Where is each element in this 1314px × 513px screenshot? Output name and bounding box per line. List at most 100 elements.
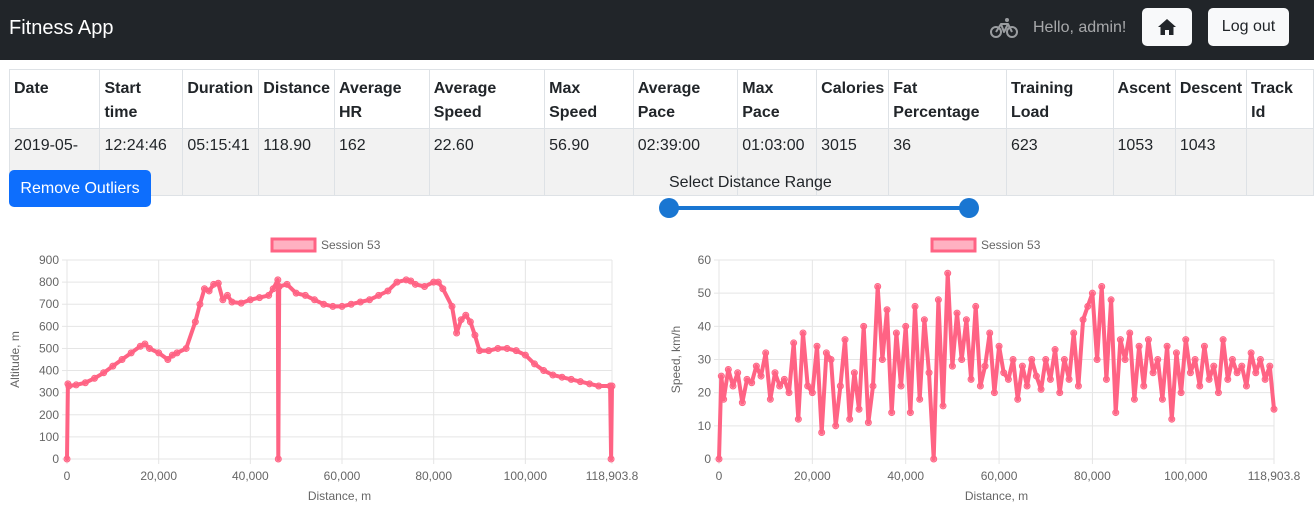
data-point — [1051, 346, 1059, 354]
x-tick-label: 60,000 — [981, 469, 1018, 483]
data-point — [1088, 289, 1096, 297]
cell-start-time: 12:24:46 — [99, 128, 184, 196]
data-point — [1177, 389, 1185, 397]
data-point — [320, 300, 328, 308]
x-tick-label: 0 — [716, 469, 723, 483]
data-point — [729, 382, 737, 390]
data-point — [1004, 375, 1012, 383]
data-point — [549, 371, 557, 379]
data-point — [1107, 296, 1115, 304]
cell-calories: 3015 — [816, 128, 890, 196]
data-point — [1247, 349, 1255, 357]
header-line: Descent — [1179, 80, 1243, 97]
y-tick-label: 50 — [698, 286, 712, 300]
data-point — [1191, 356, 1199, 363]
data-point — [439, 285, 447, 293]
data-point — [878, 356, 886, 363]
legend-swatch — [930, 237, 977, 253]
data-point — [407, 277, 415, 285]
y-tick-label: 700 — [39, 297, 59, 311]
data-point — [1144, 336, 1152, 344]
y-tick-label: 40 — [698, 319, 712, 333]
data-point — [576, 378, 584, 386]
navbar: Fitness App Hello, admin! Log out — [0, 0, 1314, 60]
y-tick-label: 400 — [39, 364, 59, 378]
data-point — [191, 318, 199, 326]
data-point — [375, 291, 383, 299]
data-point — [799, 329, 807, 337]
data-point — [925, 369, 933, 377]
data-point — [347, 300, 355, 308]
data-point — [724, 365, 732, 373]
data-point — [1261, 375, 1269, 383]
data-point — [813, 342, 821, 350]
data-point — [995, 342, 1003, 350]
data-point — [531, 360, 539, 368]
data-point — [72, 381, 80, 389]
data-point — [567, 375, 575, 383]
data-point — [434, 278, 442, 286]
data-point — [990, 389, 998, 397]
data-point — [717, 372, 725, 380]
data-point — [155, 349, 163, 357]
y-tick-label: 0 — [704, 452, 711, 466]
data-point — [841, 336, 849, 344]
data-point — [1214, 389, 1222, 397]
data-point — [274, 276, 282, 284]
data-point — [63, 455, 71, 463]
data-point — [939, 402, 947, 410]
app-brand[interactable]: Fitness App — [9, 17, 114, 39]
header-line: Max — [549, 80, 581, 97]
y-tick-label: 0 — [52, 452, 59, 466]
series-line — [717, 271, 1276, 461]
data-point — [892, 329, 900, 337]
legend-label: Session 53 — [981, 238, 1041, 252]
distance-range-min-handle[interactable] — [659, 198, 679, 218]
data-point — [1023, 382, 1031, 390]
distance-range-track[interactable] — [669, 206, 969, 210]
data-point — [1037, 385, 1045, 393]
data-point — [916, 395, 924, 403]
data-point — [1042, 356, 1050, 363]
header-line: Pace — [742, 104, 780, 121]
data-point — [173, 349, 181, 357]
data-point — [1186, 369, 1194, 377]
data-point — [607, 455, 615, 463]
x-tick-label: 40,000 — [887, 469, 924, 483]
data-point — [411, 280, 419, 288]
home-button[interactable] — [1142, 8, 1192, 46]
data-point — [453, 329, 461, 337]
cell-descent: 1043 — [1174, 128, 1248, 196]
x-tick-label: 118,903.8 — [586, 469, 639, 483]
logout-button[interactable]: Log out — [1208, 8, 1289, 46]
distance-range-max-handle[interactable] — [959, 198, 979, 218]
y-tick-label: 30 — [698, 353, 712, 367]
x-tick-label: 80,000 — [1074, 469, 1111, 483]
data-point — [91, 374, 99, 382]
data-point — [1256, 356, 1264, 363]
data-point — [948, 362, 956, 370]
header-training-load: Training Load — [1005, 69, 1114, 129]
header-line: Speed — [549, 104, 598, 121]
data-point — [1154, 356, 1162, 363]
data-point — [757, 372, 765, 380]
remove-outliers-button[interactable]: Remove Outliers — [9, 170, 151, 207]
data-point — [329, 302, 337, 310]
data-point — [962, 316, 970, 324]
data-point — [794, 415, 802, 423]
data-point — [1074, 382, 1082, 390]
data-point — [1018, 362, 1026, 370]
data-point — [808, 389, 816, 397]
header-line: Calories — [821, 80, 885, 97]
data-point — [827, 356, 835, 363]
header-distance: Distance — [258, 69, 335, 129]
data-point — [1233, 369, 1241, 377]
data-point — [1121, 356, 1129, 363]
y-tick-label: 500 — [39, 341, 59, 355]
data-point — [934, 296, 942, 304]
data-point — [1224, 375, 1232, 383]
data-point — [1014, 395, 1022, 403]
legend-swatch — [270, 237, 317, 253]
data-point — [1163, 342, 1171, 350]
data-point — [953, 309, 961, 317]
